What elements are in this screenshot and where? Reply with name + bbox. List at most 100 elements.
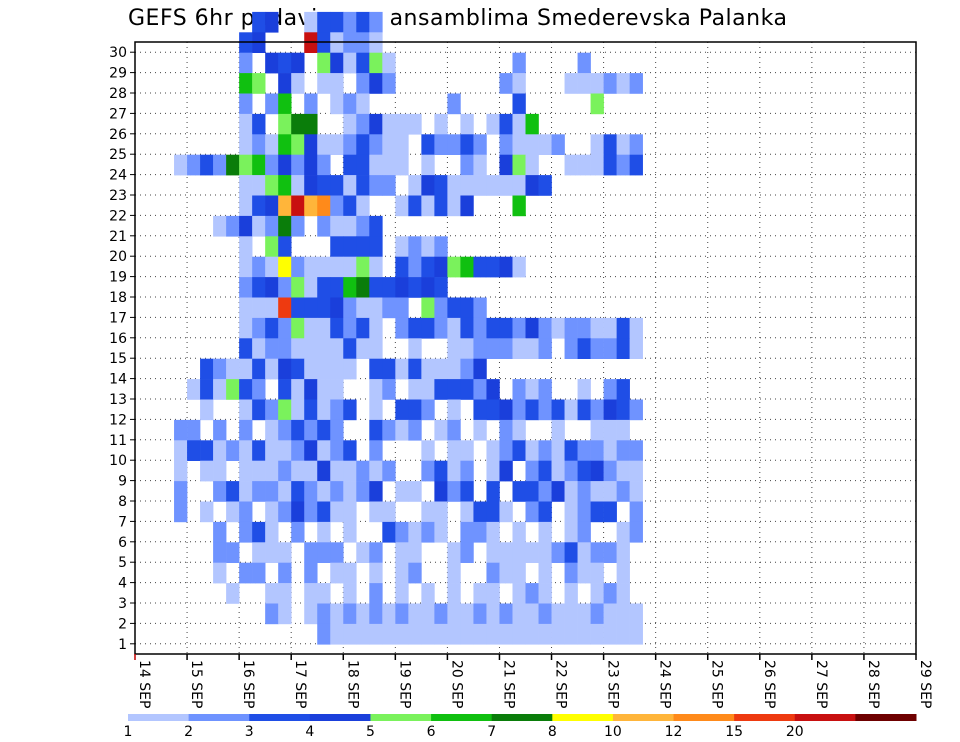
heatmap-cell [616, 460, 630, 482]
heatmap-cell [395, 562, 409, 584]
heatmap-cell [265, 460, 279, 482]
heatmap-cell [603, 338, 617, 359]
heatmap-cell [343, 113, 357, 135]
heatmap-cell [629, 73, 643, 94]
heatmap-cell [473, 256, 487, 278]
heatmap-cell [278, 440, 292, 461]
legend-color-swatch [309, 714, 371, 721]
heatmap-cell [317, 440, 331, 461]
heatmap-cell [304, 358, 318, 380]
heatmap-cell [317, 338, 331, 359]
heatmap-cell [265, 236, 279, 257]
heatmap-cell [265, 603, 279, 625]
heatmap-cell [213, 215, 227, 237]
heatmap-cell [317, 542, 331, 563]
x-tick-label: 22 SEP [553, 660, 569, 708]
heatmap-cell [252, 338, 266, 359]
heatmap-cell [382, 175, 396, 196]
heatmap-cell [603, 154, 617, 176]
heatmap-cell [252, 542, 266, 563]
heatmap-cell [330, 236, 344, 257]
heatmap-cell [629, 521, 643, 543]
heatmap-cell [213, 358, 227, 380]
y-tick-label: 22 [109, 208, 127, 224]
legend-color-swatch [431, 714, 493, 721]
heatmap-cell [434, 317, 448, 339]
heatmap-cell [343, 358, 357, 380]
heatmap-cell [291, 256, 305, 278]
heatmap-cell [304, 256, 318, 278]
heatmap-cell [551, 603, 565, 625]
heatmap-cell [564, 440, 578, 461]
heatmap-cell [473, 317, 487, 339]
heatmap-cell [252, 379, 266, 400]
heatmap-cell [278, 501, 292, 523]
heatmap-cell [317, 52, 331, 74]
legend-color-swatch [734, 714, 796, 721]
heatmap-cell [278, 154, 292, 176]
heatmap-cell [330, 501, 344, 523]
heatmap-cell [330, 460, 344, 482]
heatmap-cell [265, 317, 279, 339]
legend-label: 1 [124, 724, 133, 740]
heatmap-cell [304, 399, 318, 421]
heatmap-cell [252, 440, 266, 461]
heatmap-cell [291, 134, 305, 155]
y-tick-label: 13 [109, 392, 127, 408]
heatmap-cell [382, 358, 396, 380]
heatmap-cell [291, 419, 305, 441]
heatmap-cell [343, 175, 357, 196]
heatmap-cell [213, 460, 227, 482]
heatmap-cell [408, 419, 422, 441]
heatmap-cell [551, 460, 565, 482]
heatmap-cell [525, 603, 539, 625]
heatmap-cell [434, 481, 448, 502]
heatmap-cell [395, 603, 409, 625]
heatmap-cell [304, 113, 318, 135]
heatmap-cell [512, 52, 526, 74]
heatmap-cell [304, 501, 318, 523]
heatmap-cell [408, 603, 422, 625]
heatmap-cell [395, 623, 409, 645]
heatmap-cell [395, 419, 409, 441]
heatmap-cell [330, 317, 344, 339]
heatmap-cell [265, 419, 279, 441]
heatmap-cell [603, 379, 617, 400]
heatmap-cell [265, 195, 279, 217]
heatmap-cell [317, 215, 331, 237]
heatmap-cell [434, 419, 448, 441]
heatmap-cell [590, 583, 604, 604]
heatmap-cell [421, 399, 435, 421]
heatmap-cell [486, 175, 500, 196]
heatmap-cell [434, 236, 448, 257]
chart-title: GEFS 6hr padavine po ansamblima Smederev… [128, 6, 788, 31]
heatmap-cell [421, 379, 435, 400]
heatmap-cell [343, 317, 357, 339]
heatmap-cell [252, 154, 266, 176]
heatmap-cell [486, 338, 500, 359]
heatmap-cell [382, 419, 396, 441]
heatmap-cell [265, 175, 279, 196]
heatmap-cell [616, 603, 630, 625]
heatmap-cell [226, 501, 240, 523]
heatmap-cell [486, 379, 500, 400]
heatmap-cell [590, 623, 604, 645]
heatmap-cell [382, 501, 396, 523]
heatmap-cell [525, 338, 539, 359]
heatmap-cell [343, 277, 357, 298]
heatmap-cell [460, 542, 474, 563]
heatmap-cell [577, 501, 591, 523]
heatmap-cell [330, 440, 344, 461]
y-tick-label: 8 [118, 494, 127, 510]
heatmap-cell [499, 399, 513, 421]
heatmap-cell [239, 501, 253, 523]
heatmap-cell [382, 603, 396, 625]
heatmap-cell [356, 134, 370, 155]
heatmap-cell [616, 419, 630, 441]
heatmap-cell [590, 399, 604, 421]
heatmap-cell [239, 521, 253, 543]
y-tick-label: 10 [109, 453, 127, 469]
heatmap-cell [603, 460, 617, 482]
heatmap-cell [291, 154, 305, 176]
heatmap-cell [174, 440, 188, 461]
